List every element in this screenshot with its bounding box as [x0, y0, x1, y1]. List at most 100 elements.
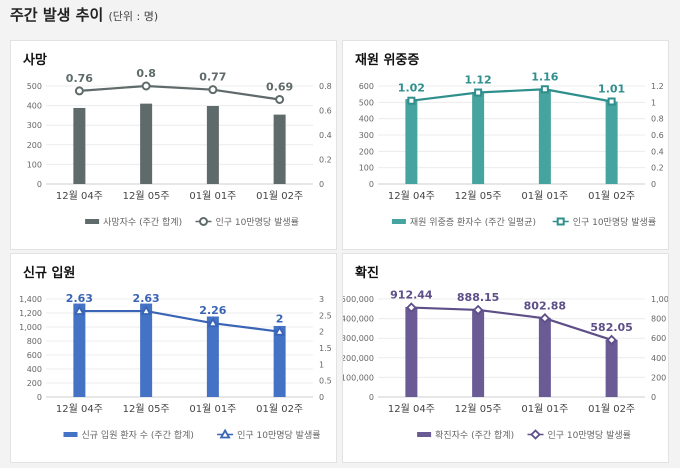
data-label: 0.77 — [199, 71, 226, 84]
x-tick-label: 01월 02주 — [588, 403, 635, 415]
data-label: 912.44 — [390, 289, 433, 302]
y-tick-label: 600 — [27, 351, 42, 360]
line-marker — [606, 334, 617, 346]
legend-bar-label: 확진자수 (주간 합계) — [435, 429, 514, 441]
y-tick-label: 400,000 — [343, 315, 374, 324]
line-marker — [407, 96, 416, 105]
y-tick-label: 100 — [359, 164, 374, 173]
x-tick-label: 12월 04주 — [56, 190, 103, 202]
chart-title: 재원 위중증 — [355, 53, 420, 68]
y-tick-label: 400 — [27, 102, 42, 111]
chart-svg: 0 100 200 300 400 500 600 0 0.2 0.4 0.6 0.8 1 1.2 12월 … — [359, 70, 664, 228]
y2-tick-label: 0.4 — [319, 131, 332, 140]
y2-tick-label: 0.6 — [651, 131, 664, 140]
line-marker — [73, 305, 85, 315]
y-tick-label: 800 — [27, 337, 42, 346]
bar — [405, 307, 418, 397]
data-label: 2.63 — [66, 292, 93, 305]
legend-line-label: 인구 10만명당 발생률 — [548, 430, 631, 441]
y-tick-label: 200,000 — [343, 354, 374, 363]
chart-svg: 0 100,000 200,000 300,000 400,000 500,000 0 200… — [343, 289, 668, 441]
y-tick-label: 500 — [359, 98, 374, 107]
y2-tick-label: 0.2 — [319, 156, 332, 165]
y-tick-label: 200 — [359, 147, 374, 156]
y-tick-label: 300 — [27, 121, 42, 130]
y-tick-label: 100,000 — [343, 373, 374, 382]
legend-bar-swatch — [417, 432, 432, 437]
y-tick-label: 0 — [37, 393, 42, 402]
bar — [605, 101, 618, 184]
y2-tick-label: 0.6 — [319, 107, 332, 116]
bar — [405, 99, 418, 184]
x-tick-label: 01월 02주 — [256, 403, 303, 415]
x-tick-label: 12월 05주 — [123, 190, 170, 202]
line-marker — [275, 94, 285, 104]
line-marker — [74, 86, 84, 96]
y-tick-label: 200 — [27, 141, 42, 150]
y2-tick-label: 1 — [319, 360, 324, 369]
bar — [73, 107, 86, 184]
y-tick-label: 500 — [27, 82, 42, 91]
data-label: 2 — [276, 313, 284, 326]
x-tick-label: 01월 01주 — [189, 403, 236, 415]
line-marker — [274, 325, 286, 336]
y2-tick-label: 1.2 — [651, 82, 664, 91]
y-tick-label: 300,000 — [343, 334, 374, 343]
chart-svg: 0 100 200 300 400 500 0 0.2 0.4 0.6 0.8 12월 04주 12월 … — [27, 67, 332, 228]
data-label: 2.26 — [199, 304, 226, 317]
bar — [538, 89, 551, 184]
unit-label: (단위 : 명) — [108, 10, 159, 23]
y-tick-label: 200 — [27, 379, 42, 388]
y2-tick-label: 400 — [651, 354, 666, 363]
y2-tick-label: 200 — [651, 373, 666, 382]
legend-line-label: 인구 10만명당 발생률 — [237, 430, 320, 441]
chart-title: 사망 — [23, 53, 47, 68]
y2-tick-label: 2 — [319, 328, 324, 337]
data-label: 1.12 — [465, 74, 492, 87]
x-tick-label: 01월 01주 — [521, 403, 568, 415]
data-label: 1.02 — [398, 82, 425, 95]
legend-line-label: 인구 10만명당 발생률 — [573, 217, 656, 228]
data-label: 888.15 — [457, 291, 499, 304]
page-title-text: 주간 발생 추이 — [10, 6, 104, 24]
chart-card-critical: 0 100 200 300 400 500 600 0 0.2 0.4 0.6 0.8 1 1.2 12월 … — [342, 40, 669, 250]
bar — [472, 92, 485, 184]
data-label: 0.8 — [136, 67, 156, 80]
y2-tick-label: 0.8 — [319, 82, 332, 91]
legend-marker-icon — [199, 217, 208, 226]
bar — [273, 114, 286, 184]
y-tick-label: 600 — [359, 82, 374, 91]
chart-title: 확진 — [355, 266, 379, 281]
bar — [140, 103, 153, 184]
y2-tick-label: 0.2 — [651, 164, 664, 173]
y-tick-label: 400 — [27, 365, 42, 374]
line-marker — [207, 317, 219, 328]
y2-tick-label: 0.8 — [651, 115, 664, 124]
line-marker — [472, 304, 484, 316]
data-label: 802.88 — [524, 299, 566, 312]
y-tick-label: 400 — [359, 115, 374, 124]
data-label: 2.63 — [133, 292, 160, 305]
x-tick-label: 01월 01주 — [521, 190, 568, 202]
data-label: 0.69 — [266, 80, 293, 93]
legend-bar-label: 사망자수 (주간 합계) — [103, 216, 182, 228]
data-label: 582.05 — [590, 321, 632, 334]
bar — [140, 303, 153, 397]
y-tick-label: 1,000 — [19, 323, 42, 332]
y-tick-label: 500,000 — [343, 295, 374, 304]
y2-tick-label: 0 — [319, 393, 324, 402]
chart-card-admission: 0 200 400 600 800 1,000 1,200 1,400 0 0.5 1 1.5 2 2.5… — [10, 253, 337, 463]
bar — [273, 325, 286, 397]
y2-tick-label: 800 — [651, 315, 666, 324]
line-marker — [540, 85, 549, 94]
y-tick-label: 0 — [37, 180, 42, 189]
line-marker — [539, 313, 551, 324]
y2-tick-label: 2.5 — [319, 311, 332, 320]
series-line — [411, 306, 612, 342]
y2-tick-label: 1 — [651, 98, 656, 107]
x-tick-label: 12월 05주 — [455, 403, 502, 415]
legend-bar-swatch — [63, 432, 78, 437]
x-tick-label: 12월 04주 — [56, 403, 103, 415]
y-tick-label: 1,400 — [19, 295, 42, 304]
y-tick-label: 0 — [369, 393, 374, 402]
